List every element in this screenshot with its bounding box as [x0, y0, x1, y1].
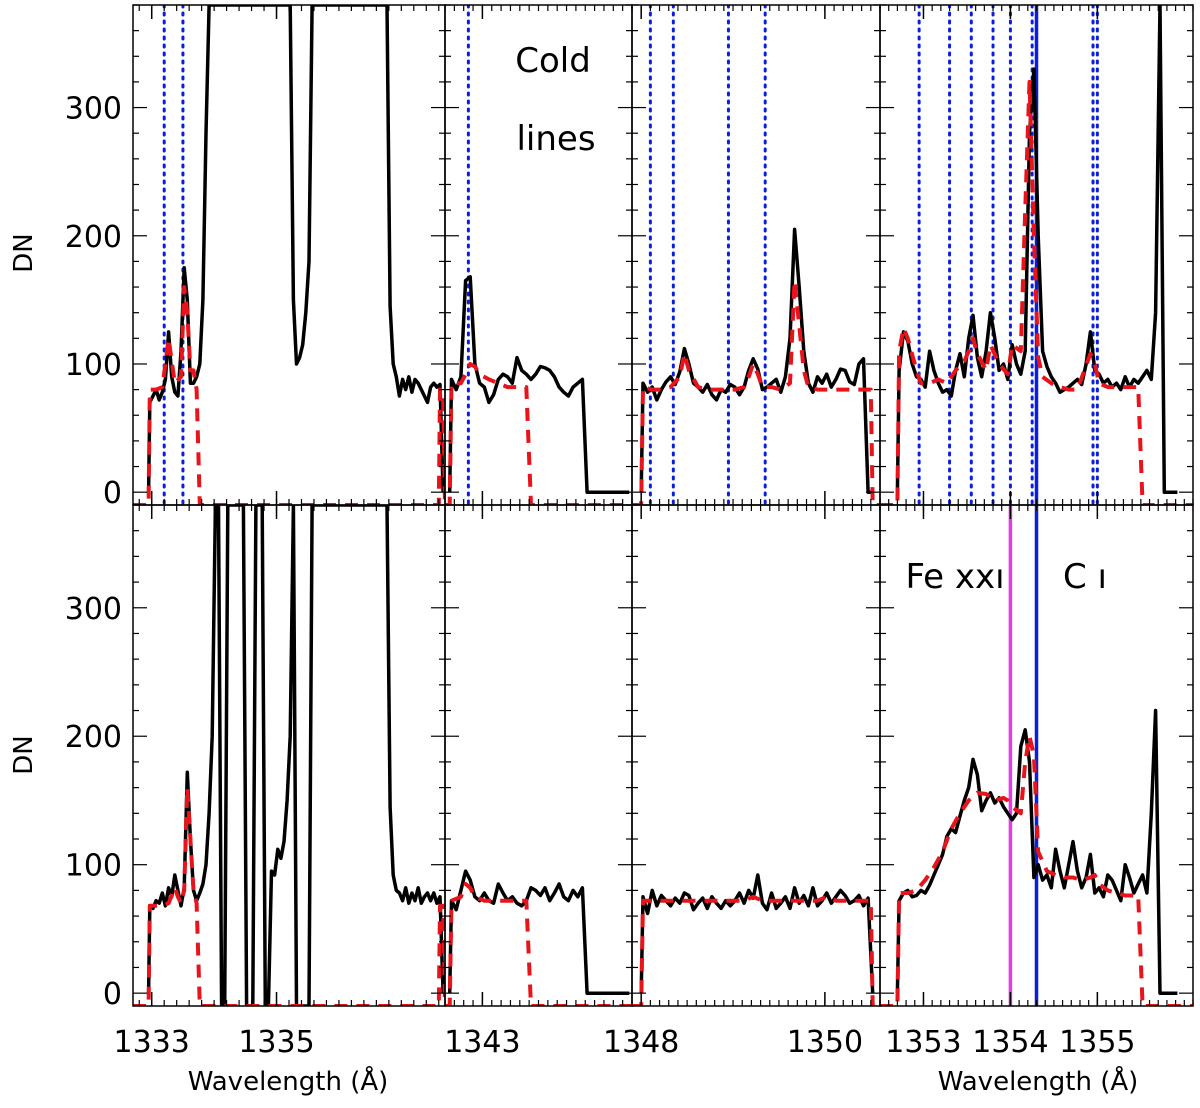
- fit-curve: [133, 285, 445, 505]
- y-tick-label: 300: [65, 592, 122, 627]
- x-tick-label: 1333: [114, 1025, 190, 1060]
- plot-area-r1-p1: [445, 869, 632, 1006]
- observed-spectrum: [447, 275, 630, 494]
- annotation-0-0: Cold: [515, 41, 591, 81]
- panel-frame: [631, 504, 881, 1007]
- plot-area-r1-p2: [632, 873, 880, 1006]
- x-tick-label: 1350: [787, 1025, 863, 1060]
- x-axis-title-right: Wavelength (Å): [938, 1065, 1139, 1097]
- fit-curve: [632, 278, 880, 505]
- x-tick-label: 1353: [885, 1025, 961, 1060]
- annotation-1-0: Fe xxı: [905, 557, 1004, 597]
- annotation-0-1: lines: [516, 119, 595, 159]
- fit-curve: [632, 894, 880, 1006]
- x-tick-label: 1354: [972, 1025, 1048, 1060]
- fit-curve: [133, 785, 445, 1006]
- y-tick-label: 0: [103, 977, 122, 1012]
- panel-frame: [444, 504, 633, 1007]
- fit-curve: [445, 882, 632, 1006]
- x-axis-title-left: Wavelength (Å): [188, 1065, 389, 1097]
- y-axis-title-top: DN: [9, 233, 39, 272]
- fit-curve: [445, 362, 632, 505]
- observed-spectrum: [447, 869, 630, 995]
- plot-area-r1-p3: [880, 505, 1193, 1006]
- observed-spectrum: [146, 505, 445, 1006]
- y-tick-label: 200: [65, 220, 122, 255]
- fit-curve: [880, 734, 1193, 1006]
- y-tick-label: 100: [65, 849, 122, 884]
- annotation-1-1: C ı: [1063, 557, 1107, 597]
- plot-area-r0-p3: [880, 5, 1193, 505]
- plot-area-r0-p1: [445, 5, 632, 505]
- plot-area-r0-p2: [632, 5, 880, 505]
- x-tick-label: 1343: [444, 1025, 520, 1060]
- x-tick-label: 1348: [603, 1025, 679, 1060]
- y-tick-label: 100: [65, 348, 122, 383]
- y-tick-label: 0: [103, 476, 122, 511]
- plot-area-r1-p0: [133, 505, 445, 1006]
- y-tick-label: 300: [65, 92, 122, 127]
- fit-curve: [880, 79, 1193, 505]
- observed-spectrum: [146, 5, 445, 493]
- panel-frame: [631, 4, 881, 506]
- plot-area-r0-p0: [133, 5, 445, 505]
- observed-spectrum: [639, 227, 873, 494]
- x-tick-label: 1355: [1059, 1025, 1135, 1060]
- y-tick-label: 200: [65, 720, 122, 755]
- observed-spectrum: [895, 708, 1178, 995]
- y-axis-title-bottom: DN: [9, 735, 39, 774]
- observed-spectrum: [639, 873, 875, 994]
- x-tick-label: 1335: [238, 1025, 314, 1060]
- panel-frame: [132, 4, 446, 506]
